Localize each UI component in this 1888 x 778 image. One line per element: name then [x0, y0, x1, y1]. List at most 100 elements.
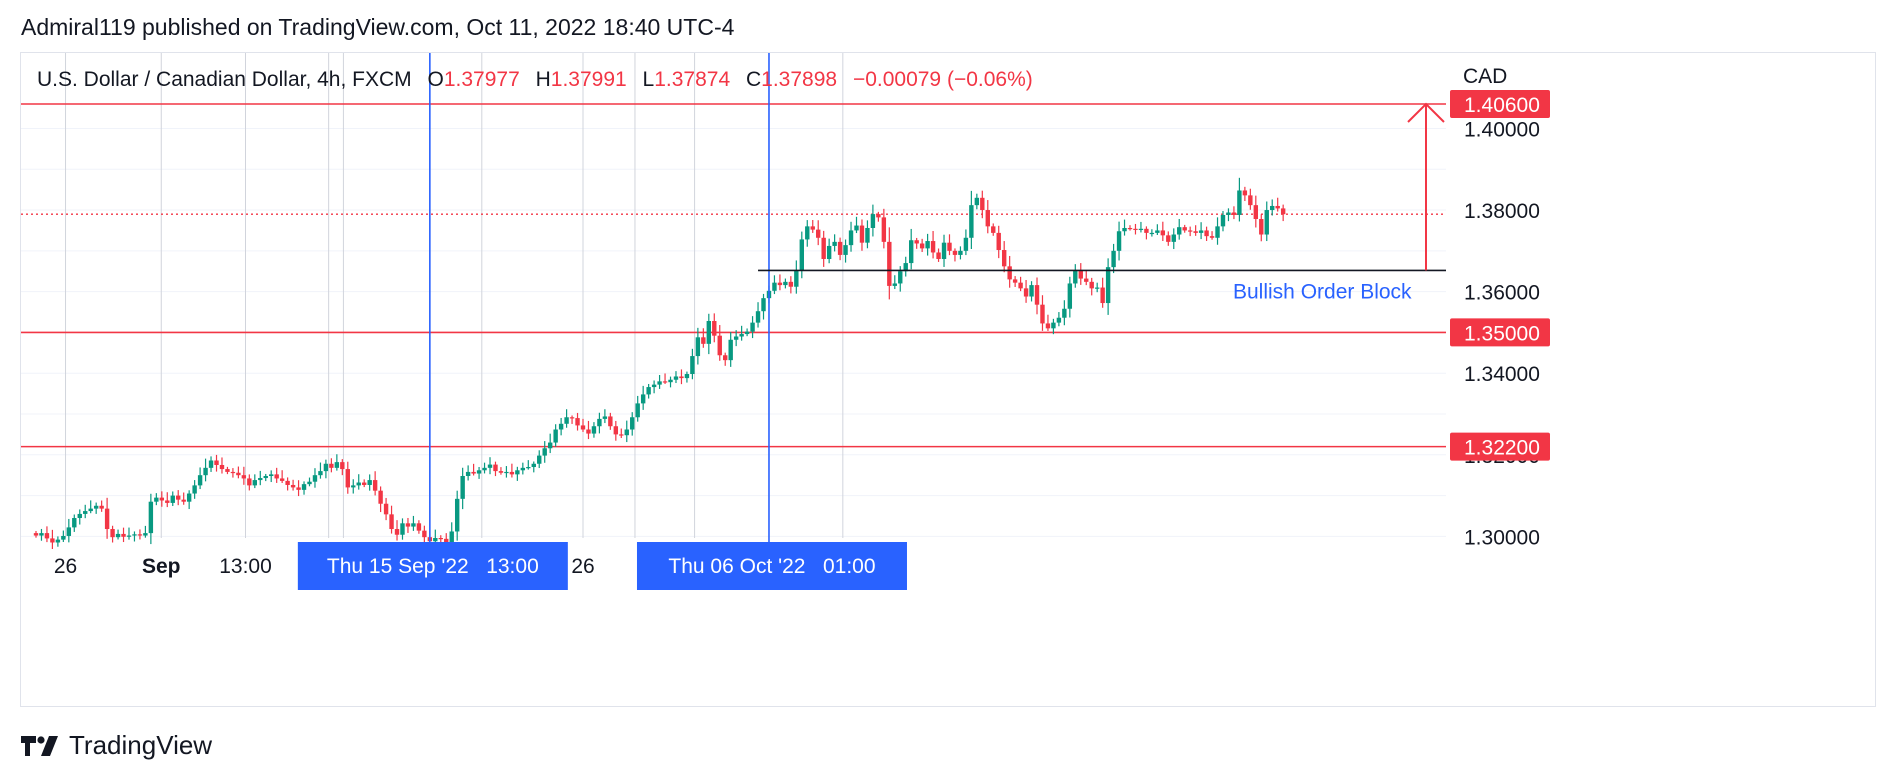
candle-body [542, 448, 547, 456]
candle-body [351, 485, 356, 488]
candle-body [1187, 230, 1193, 232]
candle-body [132, 534, 137, 536]
candle-body [985, 210, 990, 227]
candlestick-chart[interactable]: Bullish Order Block 1.300001.320001.3400… [21, 53, 1877, 708]
candle-body [1034, 285, 1040, 305]
candle-body [367, 480, 372, 485]
candle-body [1215, 226, 1220, 238]
candle-body [1280, 208, 1286, 215]
candle-body [269, 474, 274, 476]
candle-body [465, 471, 471, 476]
candle-body [739, 334, 744, 337]
candle-body [1062, 308, 1067, 318]
price-axis: 1.300001.320001.340001.360001.380001.400… [1450, 89, 1550, 549]
candle-body [104, 508, 110, 530]
candle-body [613, 426, 619, 435]
candle-body [258, 478, 263, 481]
candles [33, 177, 1286, 551]
candle-body [1160, 230, 1166, 236]
candle-body [1253, 205, 1259, 220]
candle-body [695, 337, 701, 357]
price-tick-label: 1.40000 [1464, 118, 1540, 141]
candle-body [323, 463, 329, 472]
candle-body [176, 495, 181, 500]
candle-body [547, 442, 553, 449]
candle-body [837, 241, 843, 255]
candle-body [312, 475, 318, 482]
candle-body [925, 241, 930, 249]
candle-body [865, 227, 870, 243]
candle-body [219, 464, 225, 470]
candle-body [1144, 228, 1149, 233]
time-tick-label: Sep [142, 555, 181, 578]
candle-body [876, 214, 881, 218]
candle-body [1094, 287, 1100, 289]
candle-body [854, 225, 859, 231]
candle-body [307, 481, 312, 485]
candle-body [487, 464, 493, 468]
candle-body [668, 379, 673, 383]
candle-body [602, 416, 608, 419]
candle-body [744, 331, 750, 335]
candle-body [340, 462, 345, 470]
candle-body [236, 472, 241, 476]
candle-body [1155, 230, 1160, 233]
candle-body [208, 460, 214, 468]
candle-body [520, 467, 526, 471]
legend-open: 1.37977 [444, 68, 520, 91]
candle-body [394, 529, 400, 535]
candle-body [449, 531, 454, 544]
candle-body [1248, 195, 1253, 206]
candle-body [662, 381, 668, 383]
candle-body [1264, 210, 1269, 235]
candle-body [580, 425, 586, 430]
candle-body [1220, 214, 1226, 227]
candle-body [728, 339, 733, 361]
tradingview-logo-icon [21, 735, 58, 756]
candle-body [750, 322, 755, 332]
candle-body [1166, 235, 1171, 242]
candle-body [296, 487, 301, 490]
candle-body [980, 197, 985, 211]
candle-body [263, 475, 268, 479]
candle-body [389, 514, 394, 530]
candle-body [903, 263, 908, 272]
crosshair-time-badge [636, 542, 907, 590]
candle-body [799, 239, 804, 271]
candle-body [783, 281, 788, 286]
candle-body [717, 335, 722, 356]
candle-body [777, 282, 783, 286]
candle-body [1275, 205, 1280, 209]
price-tick-label: 1.30000 [1464, 526, 1540, 549]
candle-body [723, 355, 728, 361]
candle-body [553, 429, 558, 443]
tradingview-logo[interactable]: TradingView [21, 730, 212, 761]
candle-body [805, 226, 810, 240]
currency-label: CAD [1463, 65, 1507, 88]
candle-body [816, 229, 821, 238]
candle-body [181, 499, 186, 502]
candle-body [115, 533, 121, 538]
candle-body [531, 463, 536, 468]
candle-body [810, 226, 815, 230]
candle-body [591, 426, 597, 434]
price-tick-label: 1.38000 [1464, 200, 1540, 223]
candle-body [733, 336, 739, 340]
candle-body [646, 387, 651, 395]
chart-panel[interactable]: Bullish Order Block 1.300001.320001.3400… [20, 52, 1876, 707]
candle-body [1226, 212, 1231, 215]
candle-body [137, 534, 143, 536]
crosshair-time-label: Thu 15 Sep '22 13:00 [327, 555, 539, 578]
candle-body [345, 469, 350, 488]
candle-body [1040, 304, 1045, 324]
candle-body [433, 538, 438, 542]
candle-body [290, 484, 296, 488]
candle-body [400, 523, 405, 535]
candle-body [870, 214, 876, 228]
candle-body [821, 237, 826, 259]
candle-body [50, 538, 55, 543]
candle-body [996, 232, 1001, 251]
candle-body [788, 281, 794, 287]
candle-body [476, 470, 482, 474]
